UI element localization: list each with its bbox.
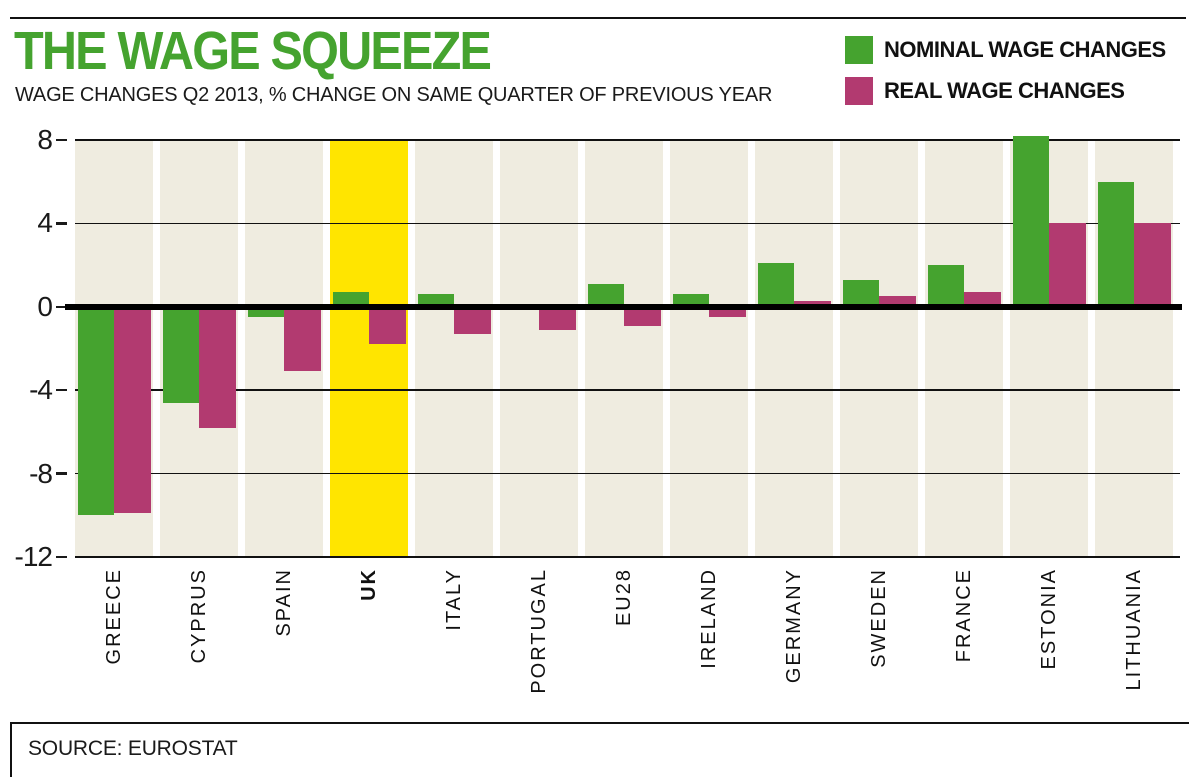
y-tick-label--4: -4 — [29, 374, 53, 406]
chart-plot-area — [65, 135, 1182, 558]
bar-nominal-ireland — [672, 294, 709, 307]
bar-nominal-eu28 — [587, 283, 624, 307]
bar-real-ireland — [709, 306, 746, 318]
bar-real-italy — [454, 306, 491, 334]
x-label-cell-cyprus: CYPRUS — [160, 568, 238, 720]
x-label-germany: GERMANY — [782, 568, 805, 684]
gridline-8 — [75, 139, 1180, 141]
y-tick-dash-4 — [56, 222, 67, 225]
x-label-france: FRANCE — [952, 568, 975, 663]
x-label-cell-spain: SPAIN — [245, 568, 323, 720]
x-label-cyprus: CYPRUS — [187, 568, 210, 664]
page-subtitle: WAGE CHANGES Q2 2013, % CHANGE ON SAME Q… — [15, 84, 773, 106]
bar-nominal-cyprus — [162, 306, 199, 403]
column-ireland — [670, 140, 748, 557]
legend-item-nominal: NOMINAL WAGE CHANGES — [845, 36, 1166, 64]
real-swatch-icon — [845, 77, 873, 105]
y-tick-dash--12 — [56, 555, 67, 559]
gridline--4 — [75, 389, 1180, 391]
x-axis-labels: GREECE CYPRUS SPAIN UK ITALY PORTUGAL EU28 IREL… — [75, 568, 1180, 720]
gridline-4 — [75, 222, 1180, 225]
x-label-uk: UK — [357, 568, 380, 601]
bar-real-germany — [794, 300, 831, 307]
y-axis: 8 4 0 -4 -8 -12 — [0, 124, 75, 572]
bar-real-greece — [114, 306, 151, 514]
bar-real-cyprus — [199, 306, 236, 428]
column-portugal — [500, 140, 578, 557]
chart-legend: NOMINAL WAGE CHANGES REAL WAGE CHANGES — [845, 36, 1166, 118]
x-label-cell-sweden: SWEDEN — [840, 568, 918, 720]
y-tick-dash--4 — [56, 388, 67, 392]
bar-nominal-spain — [247, 306, 284, 318]
x-label-cell-lithuania: LITHUANIA — [1095, 568, 1173, 720]
x-label-eu28: EU28 — [612, 568, 635, 627]
source-box: SOURCE: EUROSTAT — [10, 722, 1189, 777]
bar-nominal-lithuania — [1097, 181, 1134, 307]
x-label-cell-ireland: IRELAND — [670, 568, 748, 720]
column-germany — [755, 140, 833, 557]
x-label-cell-italy: ITALY — [415, 568, 493, 720]
bar-real-eu28 — [624, 306, 661, 326]
column-eu28 — [585, 140, 663, 557]
column-uk — [330, 140, 408, 557]
y-tick-label--8: -8 — [29, 457, 53, 489]
bar-nominal-uk — [332, 292, 369, 307]
bar-real-france — [964, 292, 1001, 307]
bar-real-sweden — [879, 296, 916, 307]
gridline--12 — [75, 556, 1180, 558]
column-france — [925, 140, 1003, 557]
legend-item-real: REAL WAGE CHANGES — [845, 77, 1166, 105]
x-label-cell-germany: GERMANY — [755, 568, 833, 720]
bar-nominal-germany — [757, 263, 794, 307]
nominal-swatch-icon — [845, 36, 873, 64]
y-tick-dash--8 — [56, 472, 67, 475]
x-label-estonia: ESTONIA — [1037, 568, 1060, 670]
zero-baseline — [65, 303, 1182, 310]
page-title: THE WAGE SQUEEZE — [14, 21, 492, 81]
bar-real-lithuania — [1134, 223, 1171, 307]
x-label-portugal: PORTUGAL — [527, 568, 550, 694]
x-label-italy: ITALY — [442, 568, 465, 631]
x-label-ireland: IRELAND — [697, 568, 720, 669]
y-tick-dash-0 — [56, 305, 67, 309]
bar-nominal-greece — [77, 306, 114, 516]
x-label-cell-eu28: EU28 — [585, 568, 663, 720]
bar-real-uk — [369, 306, 406, 345]
x-label-cell-estonia: ESTONIA — [1010, 568, 1088, 720]
legend-label-nominal: NOMINAL WAGE CHANGES — [884, 37, 1166, 62]
bar-nominal-italy — [417, 294, 454, 307]
x-label-cell-france: FRANCE — [925, 568, 1003, 720]
x-label-cell-uk: UK — [330, 568, 408, 720]
x-label-sweden: SWEDEN — [867, 568, 890, 668]
bar-real-spain — [284, 306, 321, 372]
gridline--8 — [75, 472, 1180, 475]
x-label-cell-greece: GREECE — [75, 568, 153, 720]
x-label-lithuania: LITHUANIA — [1122, 568, 1145, 691]
x-label-spain: SPAIN — [272, 568, 295, 637]
y-tick-label--12: -12 — [14, 541, 53, 572]
bar-nominal-france — [927, 265, 964, 307]
bar-nominal-estonia — [1012, 135, 1049, 307]
top-rule — [10, 17, 1186, 19]
column-sweden — [840, 140, 918, 557]
x-label-cell-portugal: PORTUGAL — [500, 568, 578, 720]
x-label-greece: GREECE — [102, 568, 125, 665]
legend-label-real: REAL WAGE CHANGES — [884, 78, 1125, 103]
bar-nominal-sweden — [842, 279, 879, 307]
bar-real-estonia — [1049, 223, 1086, 307]
bar-real-portugal — [539, 306, 576, 330]
y-tick-dash-8 — [56, 138, 67, 142]
y-tick-label-0: 0 — [37, 290, 53, 322]
source-label: SOURCE: EUROSTAT — [28, 737, 238, 760]
y-tick-label-4: 4 — [37, 207, 53, 239]
y-tick-label-8: 8 — [37, 124, 53, 155]
column-italy — [415, 140, 493, 557]
